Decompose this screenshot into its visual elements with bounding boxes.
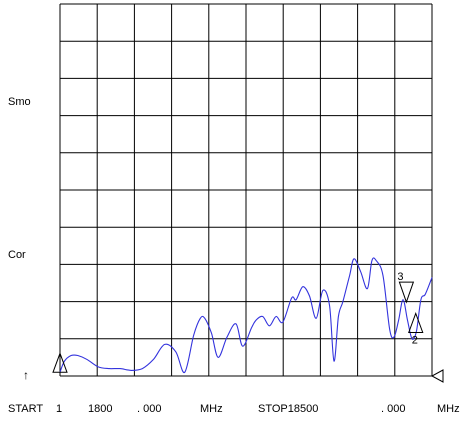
start-frequency-integer: 1800 (88, 403, 113, 415)
marker-3-icon (398, 281, 415, 304)
smo-label: Smo (8, 96, 31, 108)
marker-layer: 32 (52, 271, 424, 373)
marker-1-icon (52, 351, 68, 373)
marker-2-icon (408, 312, 424, 333)
start-unit: MHz (200, 403, 223, 415)
reference-level-icon (430, 369, 444, 383)
cor-label: Cor (8, 249, 26, 261)
trace-line (59, 257, 433, 373)
marker-2-label: 2 (412, 334, 418, 346)
marker-3-label: 3 (397, 271, 403, 283)
reference-arrow-icon: ↑ (23, 368, 29, 382)
start-frequency-fraction: . 000 (137, 403, 162, 415)
start-label: START (8, 403, 44, 415)
stop-label: STOP18500 (258, 403, 319, 415)
graticule (59, 3, 433, 377)
start-channel: 1 (56, 403, 63, 415)
stop-unit: MHz (437, 403, 460, 415)
stop-frequency-fraction: . 000 (381, 403, 406, 415)
